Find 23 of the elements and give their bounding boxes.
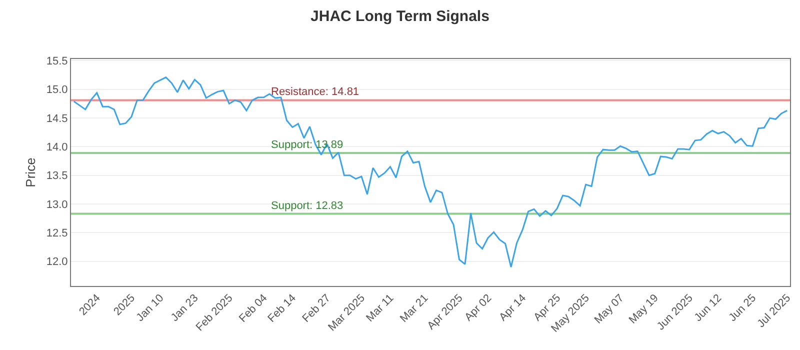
x-tick-label: Mar 11 bbox=[364, 292, 396, 324]
y-axis-title: Price bbox=[23, 158, 38, 188]
y-tick-label: 13.0 bbox=[46, 198, 68, 211]
line-series bbox=[73, 76, 788, 268]
y-tick-label: 12.5 bbox=[46, 228, 68, 240]
ref-line-label: Support: 12.83 bbox=[271, 200, 344, 212]
x-tick-label: Jan 10 bbox=[134, 292, 166, 324]
ref-line-label: Support: 13.89 bbox=[271, 139, 344, 151]
ref-line-label: Resistance: 14.81 bbox=[271, 86, 360, 98]
y-tick-label: 15.0 bbox=[46, 84, 68, 96]
x-tick-label: May 07 bbox=[592, 292, 626, 326]
x-tick-label: Jun 12 bbox=[692, 292, 724, 324]
y-tick-label: 14.0 bbox=[46, 142, 68, 154]
x-tick-label: Feb 27 bbox=[300, 292, 333, 325]
x-tick-label: Feb 14 bbox=[266, 292, 298, 325]
chart-title: JHAC Long Term Signals bbox=[310, 8, 490, 25]
x-tick-label: Apr 02 bbox=[462, 292, 494, 324]
y-tick-label: 12.0 bbox=[46, 256, 68, 268]
y-tick-label: 15.5 bbox=[46, 56, 68, 68]
x-tick-label: Jun 25 bbox=[726, 292, 759, 324]
y-tick-label: 14.5 bbox=[46, 112, 68, 125]
y-tick-label: 13.5 bbox=[46, 170, 68, 182]
x-tick-label: Apr 14 bbox=[497, 292, 529, 324]
